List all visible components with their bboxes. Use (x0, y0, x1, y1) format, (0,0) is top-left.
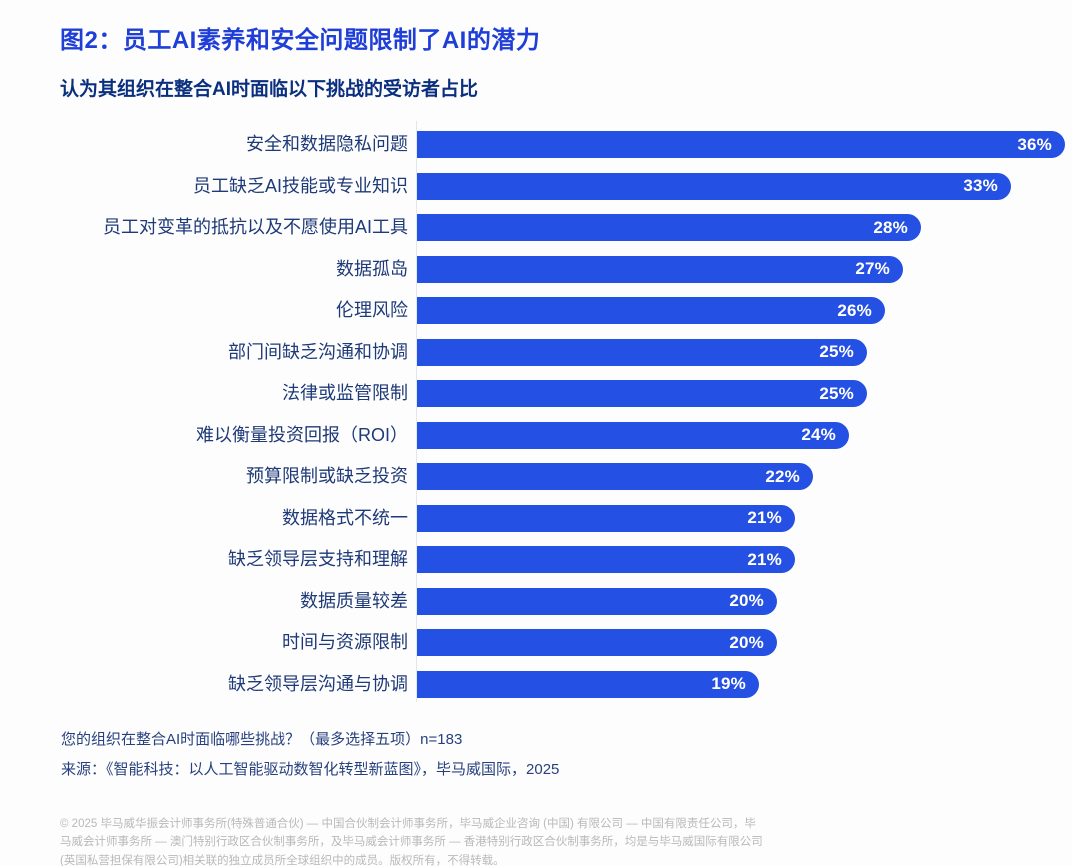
value-label: 36% (1017, 134, 1052, 154)
bar-row: 数据质量较差 20% (60, 587, 1020, 615)
bar-track: 20% (417, 629, 1020, 656)
bar: 22% (417, 463, 813, 490)
bar: 19% (417, 670, 759, 698)
bar: 25% (417, 380, 867, 407)
bar-track: 20% (417, 587, 1020, 615)
bar: 27% (417, 255, 903, 283)
category-label: 部门间缺乏沟通和协调 (228, 341, 408, 362)
bar-row: 部门间缺乏沟通和协调 25% (60, 338, 1020, 366)
bar-row: 缺乏领导层沟通与协调 19% (60, 670, 1020, 698)
value-label: 19% (711, 674, 746, 693)
bar: 21% (417, 504, 795, 532)
copyright-note: © 2025 毕马威华振会计师事务所(特殊普通合伙) — 中国合伙制会计师事务所… (60, 818, 763, 866)
bar: 21% (417, 546, 795, 573)
bar-track: 25% (417, 380, 1020, 407)
value-label: 33% (963, 176, 998, 195)
bar-track: 28% (417, 214, 1020, 241)
bar-rows-container: 安全和数据隐私问题 36% 员工缺乏AI技能或专业知识 33% 员工对变革的抵抗以及不愿… (60, 131, 1065, 698)
bar-track: 21% (417, 546, 1020, 573)
bar-row: 法律或监管限制 25% (60, 380, 1020, 407)
bar-track: 21% (417, 504, 1020, 532)
source-note: 来源：《智能科技：以人工智能驱动数智化转型新蓝图》，毕马威国际，2025 (61, 761, 560, 778)
category-label: 缺乏领导层支持和理解 (228, 549, 408, 569)
bar: 25% (417, 338, 867, 366)
axis-baseline (416, 121, 417, 702)
category-label: 预算限制或缺乏投资 (246, 466, 408, 486)
value-label: 21% (747, 549, 782, 569)
value-label: 25% (819, 342, 854, 361)
bar-row: 缺乏领导层支持和理解 21% (60, 546, 1020, 573)
bar-row: 员工对变革的抵抗以及不愿使用AI工具 28% (60, 214, 1020, 241)
bar-track: 26% (417, 297, 1020, 324)
bar: 24% (417, 421, 849, 449)
value-label: 24% (801, 425, 836, 444)
bar-row: 安全和数据隐私问题 36% (60, 131, 1065, 158)
value-label: 21% (747, 508, 782, 527)
value-label: 27% (855, 259, 890, 278)
category-label: 员工缺乏AI技能或专业知识 (192, 175, 408, 196)
bar: 20% (417, 629, 777, 656)
bar-track: 19% (417, 670, 1020, 698)
bar-track: 22% (417, 463, 1020, 490)
bar-row: 员工缺乏AI技能或专业知识 33% (60, 172, 1020, 200)
value-label: 25% (819, 383, 854, 403)
bar-track: 24% (417, 421, 1020, 449)
bar-row: 预算限制或缺乏投资 22% (60, 463, 1020, 490)
category-label: 数据格式不统一 (282, 507, 408, 528)
bar-row: 难以衡量投资回报（ROI） 24% (60, 421, 1020, 449)
value-label: 28% (873, 217, 908, 237)
figure-title: 图2：员工AI素养和安全问题限制了AI的潜力 (60, 27, 541, 54)
bar-chart: 安全和数据隐私问题 36% 员工缺乏AI技能或专业知识 33% 员工对变革的抵抗以及不愿… (60, 121, 1065, 702)
bar-track: 25% (417, 338, 1020, 366)
category-label: 数据质量较差 (300, 590, 408, 611)
bar: 36% (417, 131, 1065, 158)
value-label: 26% (837, 300, 872, 320)
survey-question-note: 您的组织在整合AI时面临哪些挑战？（最多选择五项）n=183 (61, 731, 463, 748)
bar: 20% (417, 587, 777, 615)
category-label: 难以衡量投资回报（ROI） (196, 424, 408, 445)
value-label: 20% (729, 632, 764, 652)
bar-row: 伦理风险 26% (60, 297, 1020, 324)
bar-row: 时间与资源限制 20% (60, 629, 1020, 656)
bar-row: 数据孤岛 27% (60, 255, 1020, 283)
bar: 33% (417, 172, 1011, 200)
bar-track: 36% (417, 131, 1065, 158)
category-label: 时间与资源限制 (282, 632, 408, 652)
bar: 28% (417, 214, 921, 241)
bar: 26% (417, 297, 885, 324)
category-label: 员工对变革的抵抗以及不愿使用AI工具 (102, 217, 408, 237)
bar-track: 33% (417, 172, 1020, 200)
bar-row: 数据格式不统一 21% (60, 504, 1020, 532)
value-label: 22% (765, 466, 800, 486)
category-label: 数据孤岛 (336, 258, 408, 279)
value-label: 20% (729, 591, 764, 610)
category-label: 缺乏领导层沟通与协调 (228, 673, 408, 694)
bar-track: 27% (417, 255, 1020, 283)
category-label: 安全和数据隐私问题 (246, 134, 408, 154)
figure-subtitle: 认为其组织在整合AI时面临以下挑战的受访者占比 (60, 79, 479, 100)
category-label: 伦理风险 (336, 300, 408, 320)
category-label: 法律或监管限制 (282, 383, 408, 403)
